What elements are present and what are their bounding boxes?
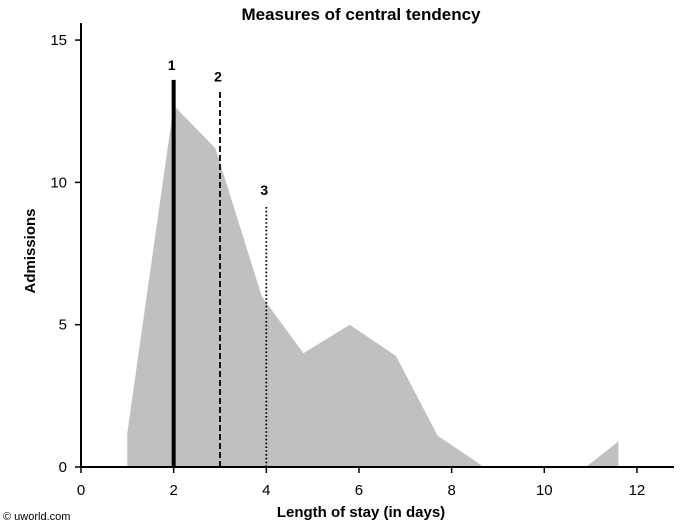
x-tick-label-10: 10 bbox=[536, 482, 553, 499]
marker-label-3: 3 bbox=[260, 182, 268, 198]
marker-layer: 1 2 3 bbox=[168, 57, 268, 467]
x-tick-label-12: 12 bbox=[629, 482, 646, 499]
x-tick-label-2: 2 bbox=[169, 482, 177, 499]
x-tick-label-6: 6 bbox=[355, 482, 363, 499]
chart-title: Measures of central tendency bbox=[241, 5, 481, 24]
axis-layer bbox=[80, 23, 674, 468]
x-tick-label-8: 8 bbox=[447, 482, 455, 499]
area-series-0 bbox=[127, 105, 619, 467]
y-tick-label-0: 0 bbox=[59, 459, 67, 476]
watermark-credit: © uworld.com bbox=[3, 511, 70, 523]
x-tick-label-0: 0 bbox=[77, 482, 85, 499]
x-axis-label: Length of stay (in days) bbox=[277, 504, 445, 521]
y-axis-label: Admissions bbox=[22, 208, 39, 293]
y-tick-label-15: 15 bbox=[50, 32, 67, 49]
y-tick-label-10: 10 bbox=[50, 174, 67, 191]
area-layer bbox=[127, 105, 619, 467]
y-tick-label-5: 5 bbox=[59, 317, 67, 334]
marker-label-2: 2 bbox=[214, 68, 222, 84]
marker-label-1: 1 bbox=[168, 57, 176, 73]
x-tick-label-4: 4 bbox=[262, 482, 270, 499]
